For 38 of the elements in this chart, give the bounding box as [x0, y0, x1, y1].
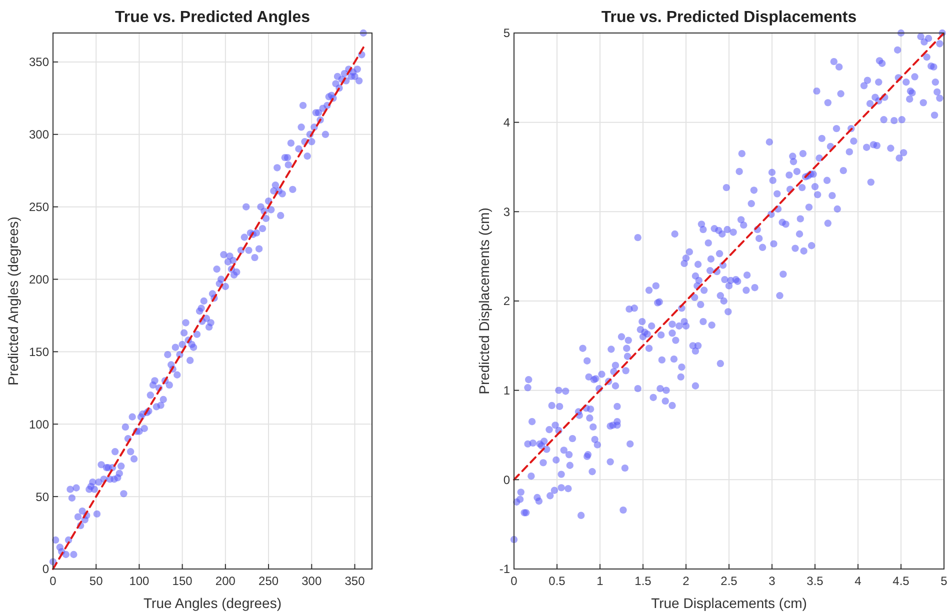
- x-tick-label: 50: [89, 574, 104, 588]
- x-tick-label: 1.5: [634, 574, 652, 588]
- chart-title: True vs. Predicted Displacements: [601, 9, 857, 26]
- x-axis-title: True Angles (degrees): [144, 595, 282, 611]
- y-tick-label: 200: [28, 272, 50, 286]
- x-tick-label: 4.5: [892, 574, 910, 588]
- y-tick-label: -1: [499, 562, 510, 576]
- y-tick-label: 1: [503, 384, 510, 398]
- y-tick-label: 350: [28, 55, 50, 70]
- x-tick-label: 1: [596, 574, 604, 588]
- x-tick-label: 200: [215, 574, 236, 588]
- x-tick-label: 100: [129, 574, 150, 588]
- y-tick-label: 5: [503, 26, 510, 40]
- y-tick-label: 250: [28, 200, 50, 214]
- y-tick-label: 50: [36, 490, 50, 504]
- y-tick-label: 300: [28, 128, 50, 142]
- x-tick-label: 300: [302, 574, 322, 588]
- x-tick-label: 2.5: [720, 574, 738, 588]
- x-tick-label: 3: [768, 574, 776, 588]
- x-tick-label: 0.5: [548, 574, 566, 588]
- y-tick-label: 0: [42, 562, 50, 576]
- y-tick-label: 0: [503, 472, 510, 487]
- y-tick-label: 4: [503, 116, 510, 130]
- x-axis-title: True Displacements (cm): [651, 595, 807, 611]
- x-tick-label: 3.5: [806, 574, 824, 588]
- x-tick-label: 250: [258, 574, 279, 588]
- y-tick-label: 2: [503, 294, 510, 308]
- y-axis-title: Predicted Displacements (cm): [476, 208, 492, 394]
- x-tick-label: 5: [940, 574, 948, 588]
- y-axis-title: Predicted Angles (degrees): [5, 216, 21, 386]
- x-tick-label: 350: [344, 574, 366, 588]
- x-tick-label: 2: [682, 574, 690, 588]
- x-tick-label: 150: [172, 574, 193, 588]
- y-tick-label: 150: [28, 344, 50, 359]
- y-tick-label: 3: [503, 204, 510, 219]
- y-tick-label: 100: [28, 417, 50, 432]
- x-tick-label: 4: [854, 574, 862, 588]
- chart-title: True vs. Predicted Angles: [114, 9, 310, 26]
